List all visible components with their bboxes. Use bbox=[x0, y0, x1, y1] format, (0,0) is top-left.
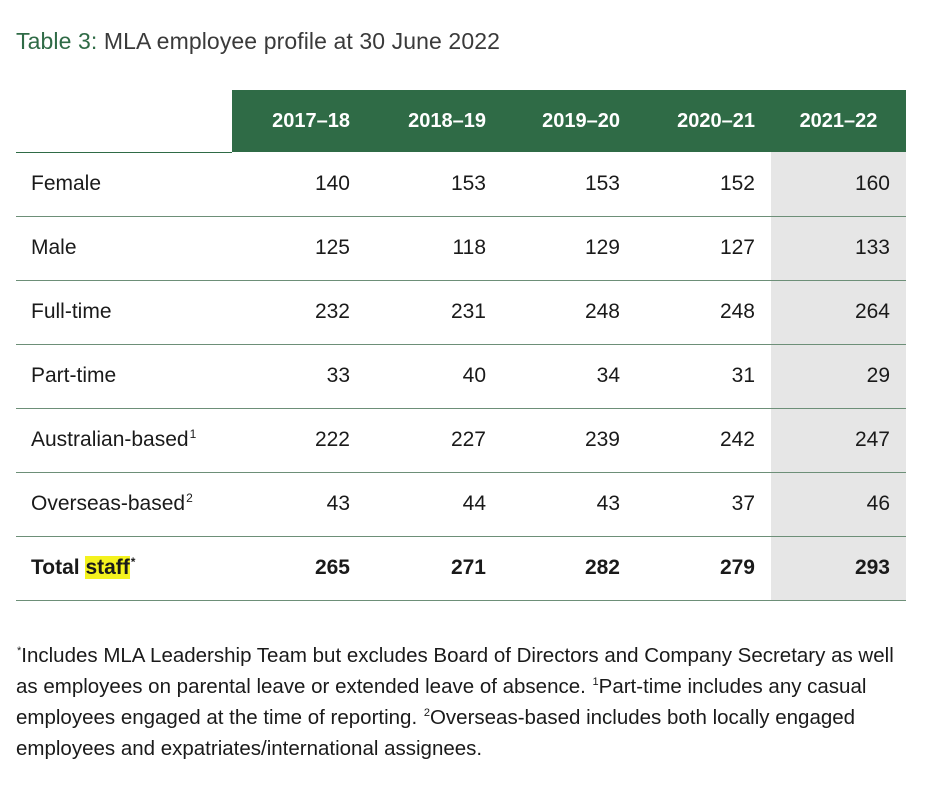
row-label-sup: 1 bbox=[189, 427, 197, 441]
table-cell: 31 bbox=[636, 344, 771, 409]
row-label: Overseas-based2 bbox=[16, 472, 232, 537]
table-cell: 34 bbox=[502, 344, 636, 409]
total-cell: 282 bbox=[502, 536, 636, 601]
total-label-text: Total bbox=[31, 556, 80, 579]
row-label: Full-time bbox=[16, 280, 232, 345]
table-row: Part-time 33 40 34 31 29 bbox=[16, 344, 906, 409]
column-header: 2017–18 bbox=[232, 90, 366, 152]
table-row: Female 140 153 153 152 160 bbox=[16, 152, 906, 217]
footnote-text: Part-time includes any casual employees … bbox=[16, 675, 867, 729]
table-cell: 242 bbox=[636, 408, 771, 473]
total-label: Total staff* bbox=[16, 536, 232, 601]
table-cell: 37 bbox=[636, 472, 771, 537]
table-cell: 43 bbox=[232, 472, 366, 537]
table-cell: 46 bbox=[771, 472, 906, 537]
table-cell: 118 bbox=[366, 216, 502, 281]
row-label-text: Male bbox=[31, 236, 77, 259]
header-row: 2017–18 2018–19 2019–20 2020–21 2021–22 bbox=[16, 90, 906, 153]
footnote-text: Overseas-based includes both locally eng… bbox=[16, 706, 856, 760]
row-label: Australian-based1 bbox=[16, 408, 232, 473]
row-label: Part-time bbox=[16, 344, 232, 409]
table-row: Overseas-based2 43 44 43 37 46 bbox=[16, 472, 906, 537]
total-label-sup: * bbox=[130, 555, 136, 569]
table-cell: 127 bbox=[636, 216, 771, 281]
total-cell: 271 bbox=[366, 536, 502, 601]
row-label-text: Australian-based bbox=[31, 428, 189, 451]
employee-profile-table: 2017–18 2018–19 2019–20 2020–21 2021–22 … bbox=[16, 90, 906, 601]
table-cell: 129 bbox=[502, 216, 636, 281]
table-cell: 43 bbox=[502, 472, 636, 537]
table-cell: 40 bbox=[366, 344, 502, 409]
row-label-text: Female bbox=[31, 172, 102, 195]
row-label-text: Full-time bbox=[31, 300, 112, 323]
table-cell: 231 bbox=[366, 280, 502, 345]
highlighted-word: staff bbox=[85, 556, 130, 579]
row-label: Male bbox=[16, 216, 232, 281]
table-cell: 44 bbox=[366, 472, 502, 537]
total-cell: 293 bbox=[771, 536, 906, 601]
table-cell: 29 bbox=[771, 344, 906, 409]
table-caption: Table 3: MLA employee profile at 30 June… bbox=[16, 28, 500, 55]
table-cell: 133 bbox=[771, 216, 906, 281]
table-cell: 227 bbox=[366, 408, 502, 473]
footnote-mark: * bbox=[17, 645, 22, 658]
footnote: *Includes MLA Leadership Team but exclud… bbox=[16, 640, 906, 764]
table-cell: 153 bbox=[502, 152, 636, 217]
column-header: 2019–20 bbox=[502, 90, 636, 152]
table-cell: 239 bbox=[502, 408, 636, 473]
footnote-text: Includes MLA Leadership Team but exclude… bbox=[16, 644, 894, 698]
footnote-mark: 2 bbox=[423, 707, 430, 720]
column-header: 2018–19 bbox=[366, 90, 502, 152]
header-blank-cell bbox=[16, 90, 232, 153]
caption-title: MLA employee profile at 30 June 2022 bbox=[103, 28, 500, 54]
total-cell: 279 bbox=[636, 536, 771, 601]
table-cell: 264 bbox=[771, 280, 906, 345]
total-cell: 265 bbox=[232, 536, 366, 601]
row-label-sup: 2 bbox=[186, 491, 193, 505]
footnote-mark: 1 bbox=[592, 676, 599, 689]
table-cell: 248 bbox=[502, 280, 636, 345]
table-row: Full-time 232 231 248 248 264 bbox=[16, 280, 906, 345]
column-header: 2021–22 bbox=[771, 90, 906, 152]
table-cell: 125 bbox=[232, 216, 366, 281]
table-cell: 222 bbox=[232, 408, 366, 473]
table-cell: 232 bbox=[232, 280, 366, 345]
table-cell: 153 bbox=[366, 152, 502, 217]
table-cell: 160 bbox=[771, 152, 906, 217]
total-row: Total staff* 265 271 282 279 293 bbox=[16, 536, 906, 601]
table-cell: 152 bbox=[636, 152, 771, 217]
column-header: 2020–21 bbox=[636, 90, 771, 152]
table-row: Male 125 118 129 127 133 bbox=[16, 216, 906, 281]
table-cell: 247 bbox=[771, 408, 906, 473]
table-row: Australian-based1 222 227 239 242 247 bbox=[16, 408, 906, 473]
table-cell: 140 bbox=[232, 152, 366, 217]
table-cell: 248 bbox=[636, 280, 771, 345]
row-label-text: Part-time bbox=[31, 364, 117, 387]
caption-label: Table 3: bbox=[16, 28, 98, 54]
table-cell: 33 bbox=[232, 344, 366, 409]
row-label-text: Overseas-based bbox=[31, 492, 186, 515]
row-label: Female bbox=[16, 152, 232, 217]
